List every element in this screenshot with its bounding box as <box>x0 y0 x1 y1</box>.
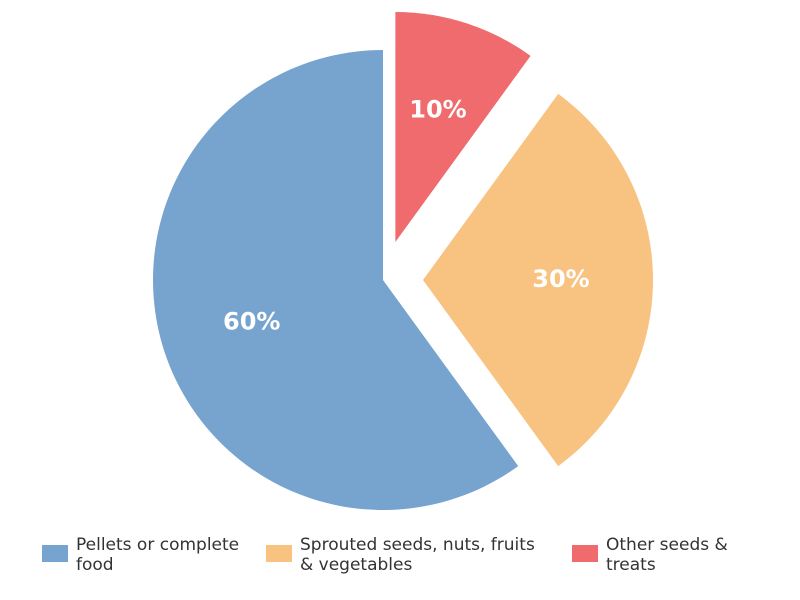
pie-slice <box>395 11 531 242</box>
legend-item: Pellets or complete food <box>42 535 246 575</box>
legend-label: Other seeds & treats <box>606 535 728 575</box>
legend: Pellets or complete food Sprouted seeds, … <box>0 535 800 585</box>
legend-label: Sprouted seeds, nuts, fruits & vegetable… <box>300 535 535 575</box>
pie-slice <box>153 50 519 511</box>
legend-item: Other seeds & treats <box>572 535 776 575</box>
legend-swatch <box>266 545 292 562</box>
legend-item: Sprouted seeds, nuts, fruits & vegetable… <box>266 535 540 575</box>
value-label: 30% <box>532 265 589 293</box>
legend-swatch <box>42 545 68 562</box>
pie-slice <box>423 93 654 467</box>
value-label: 10% <box>409 96 466 124</box>
legend-label: Pellets or complete food <box>76 535 240 575</box>
value-label: 60% <box>223 308 280 336</box>
legend-swatch <box>572 545 598 562</box>
chart: 60% 30% 10% <box>153 11 654 511</box>
